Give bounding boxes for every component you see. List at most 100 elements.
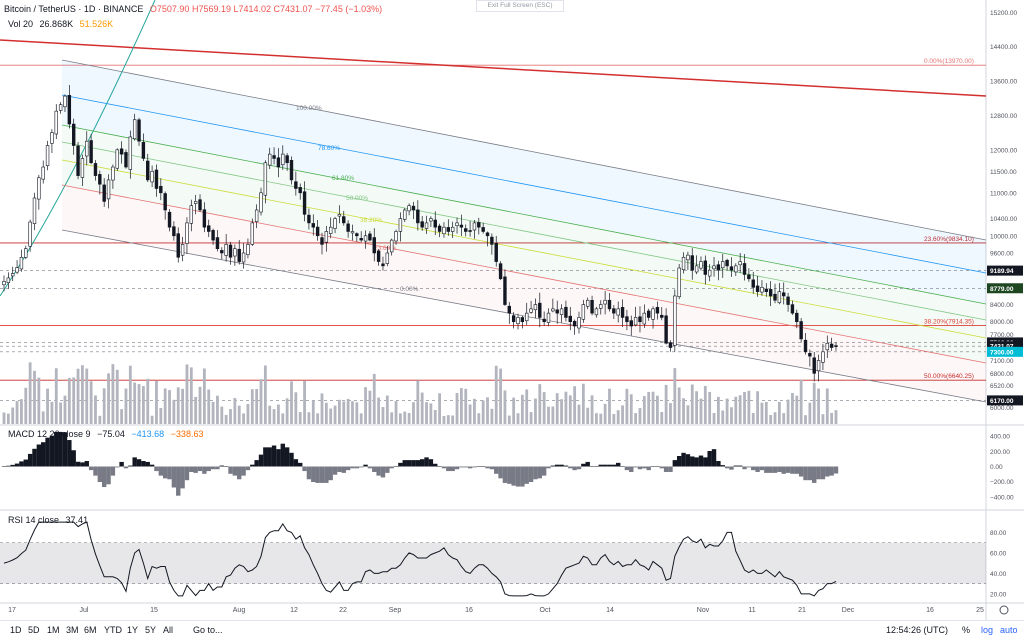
candle-body xyxy=(511,315,516,323)
candle-body xyxy=(673,295,677,346)
exit-fullscreen-button[interactable]: Exit Full Screen (ESC) xyxy=(476,0,564,12)
time-tick-label: 16 xyxy=(926,607,934,614)
volume-bar xyxy=(37,377,41,424)
candle-body xyxy=(660,314,664,318)
macd-histogram-bar xyxy=(707,450,712,467)
candle-body xyxy=(450,226,455,232)
range-6m-button[interactable]: 6M xyxy=(84,625,97,635)
candle-body xyxy=(198,199,202,211)
volume-bar xyxy=(377,397,381,424)
candle-body xyxy=(141,141,146,159)
range-all-button[interactable]: All xyxy=(163,625,174,635)
candle-body xyxy=(420,221,424,228)
macd-histogram-bar xyxy=(803,466,808,481)
candle-body xyxy=(520,317,525,323)
macd-tick-label: 200.00 xyxy=(990,449,1010,456)
candle-body xyxy=(590,300,594,314)
price-label-bg xyxy=(987,283,1023,294)
range-1m-button[interactable]: 1M xyxy=(47,625,60,635)
volume-label[interactable]: Vol 20 xyxy=(8,19,34,29)
candle-body xyxy=(311,223,315,228)
candle-body xyxy=(58,104,63,111)
volume-bar xyxy=(616,410,620,424)
volume-bar xyxy=(250,389,254,424)
price-label: 9189.94 xyxy=(990,268,1014,275)
price-tick-label: 14400.00 xyxy=(990,44,1017,51)
macd-histogram-bar xyxy=(1,466,7,467)
macd-histogram-bar xyxy=(768,466,773,473)
macd-histogram-bar xyxy=(463,466,468,468)
volume-bar xyxy=(743,392,746,424)
candle-body xyxy=(285,155,289,164)
volume-bar xyxy=(202,368,206,424)
macd-histogram-bar xyxy=(716,461,721,467)
range-ytd-button[interactable]: YTD xyxy=(104,625,122,635)
time-tick-label: 11 xyxy=(748,607,755,614)
price-tick-label: 6000.00 xyxy=(990,405,1014,412)
time-tick-label: Nov xyxy=(697,607,710,614)
rsi-label[interactable]: RSI 14 close xyxy=(8,515,60,525)
candle-body xyxy=(233,248,237,257)
log-toggle[interactable]: log xyxy=(981,625,994,635)
volume-bar xyxy=(734,396,738,424)
candle-body xyxy=(516,317,520,325)
volume-bar xyxy=(747,390,751,424)
candle-body xyxy=(154,169,159,189)
time-axis: 17 Jul 15 Aug 12 22 Sep 16 Oct 14 Nov 11 21 Dec 16 25 xyxy=(8,605,1009,615)
price-tick-label: 10400.00 xyxy=(990,216,1017,223)
candle-body xyxy=(768,289,773,297)
candle-body xyxy=(394,231,398,242)
volume-bar xyxy=(821,414,825,424)
candle-body xyxy=(699,261,703,269)
price-tick-label: 7100.00 xyxy=(990,358,1014,365)
range-3m-button[interactable]: 3M xyxy=(66,625,79,635)
price-tick-label: 12000.00 xyxy=(990,147,1017,154)
volume-bar xyxy=(446,415,450,424)
candle-body xyxy=(19,256,24,270)
macd-histogram-bar xyxy=(816,466,821,480)
macd-histogram-bar xyxy=(158,466,164,476)
candle-body xyxy=(586,299,590,307)
macd-histogram-bar xyxy=(237,466,242,480)
range-5y-button[interactable]: 5Y xyxy=(145,625,157,635)
auto-toggle[interactable]: auto xyxy=(1000,625,1018,635)
volume-bar xyxy=(825,388,829,424)
time-tick-label: 12 xyxy=(290,607,298,614)
macd-histogram-bar xyxy=(45,437,50,467)
macd-histogram-bar xyxy=(807,466,813,481)
volume-bar xyxy=(102,388,106,424)
candle-body xyxy=(546,312,551,323)
volume-bar xyxy=(516,413,520,424)
volume-bar xyxy=(621,405,624,424)
range-1d-button[interactable]: 1D xyxy=(10,625,22,635)
range-5d-button[interactable]: 5D xyxy=(28,625,40,635)
macd-histogram-bar xyxy=(319,466,325,483)
macd-histogram-bar xyxy=(219,465,225,467)
macd-histogram-bar xyxy=(642,466,647,469)
macd-histogram-bar xyxy=(459,466,464,468)
macd-histogram-bar xyxy=(550,465,556,467)
candle-body xyxy=(389,239,394,253)
macd-label[interactable]: MACD 12 26 close 9 xyxy=(8,429,91,439)
macd-histogram-bar xyxy=(568,466,573,469)
macd-histogram-bar xyxy=(128,465,133,467)
price-tick-label: 11500.00 xyxy=(990,169,1017,176)
percent-toggle[interactable]: % xyxy=(962,625,971,635)
volume-bar xyxy=(133,382,137,424)
macd-value2: −413.68 xyxy=(131,429,165,439)
volume-bar xyxy=(416,380,420,424)
macd-histogram-bar xyxy=(602,464,608,467)
rsi-tick-label: 40.00 xyxy=(990,571,1007,578)
candle-body xyxy=(76,145,80,176)
candle-body xyxy=(816,360,821,372)
volume-bar xyxy=(24,387,28,424)
macd-histogram-bar xyxy=(711,449,717,467)
range-1y-button[interactable]: 1Y xyxy=(127,625,139,635)
volume-bar xyxy=(834,410,838,424)
macd-histogram-bar xyxy=(315,466,320,483)
symbol-title[interactable]: Bitcoin / TetherUS · 1D · BINANCE xyxy=(4,4,144,14)
goto-button[interactable]: Go to... xyxy=(193,625,223,635)
volume-bar xyxy=(33,370,36,424)
volume-bar xyxy=(577,404,581,424)
